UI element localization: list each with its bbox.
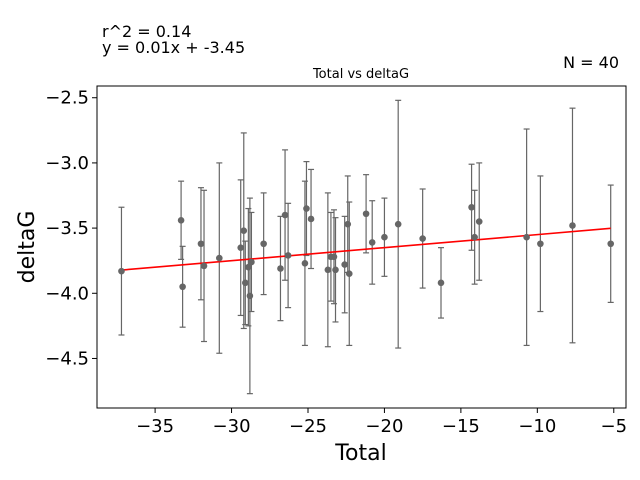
data-point	[240, 227, 248, 235]
x-tick-label: −10	[518, 416, 556, 437]
data-point	[368, 239, 376, 246]
data-point	[332, 266, 339, 274]
x-axis-label: Total	[334, 441, 386, 466]
chart-title: Total vs deltaG	[312, 67, 409, 82]
data-point	[569, 222, 576, 229]
data-point	[471, 233, 478, 241]
data-point	[277, 265, 284, 272]
data-point	[362, 210, 370, 218]
data-point	[381, 233, 388, 241]
data-point	[284, 252, 292, 259]
x-tick-label: −25	[289, 416, 327, 437]
data-point	[324, 266, 332, 274]
x-tick-label: −5	[600, 416, 627, 437]
x-tick-label: −30	[213, 416, 251, 437]
data-point	[307, 215, 315, 223]
data-point	[177, 216, 185, 224]
y-tick-label: −4.5	[45, 348, 89, 369]
data-point	[216, 254, 223, 262]
x-axis: −35 −30 −25 −20 −15 −10 −5	[136, 408, 627, 437]
y-tick-label: −3.5	[45, 218, 89, 239]
y-tick-label: −4.0	[45, 283, 89, 304]
data-point	[179, 283, 186, 291]
data-point	[197, 240, 205, 248]
fit-equation-annotation: y = 0.01x + -3.45	[102, 38, 245, 57]
data-point	[301, 259, 309, 267]
data-point	[260, 240, 267, 248]
data-point	[523, 233, 530, 241]
y-axis-label: deltaG	[15, 211, 40, 284]
x-tick-label: −15	[442, 416, 480, 437]
data-point	[468, 203, 475, 211]
r-squared-annotation: r^2 = 0.14	[102, 22, 191, 41]
x-tick-label: −35	[136, 416, 174, 437]
data-point	[341, 261, 348, 268]
data-point	[246, 292, 254, 300]
plot-frame	[96, 85, 627, 409]
data-point	[245, 263, 252, 271]
data-point	[437, 279, 445, 287]
data-point	[281, 211, 289, 219]
data-point	[118, 267, 125, 275]
y-tick-label: −3.0	[45, 153, 89, 174]
data-point	[330, 253, 338, 261]
data-point	[237, 244, 245, 251]
data-point	[345, 270, 353, 278]
data-point	[242, 279, 249, 287]
data-point	[200, 262, 208, 270]
plot-area	[118, 99, 615, 395]
data-point	[537, 240, 544, 248]
y-tick-label: −2.5	[45, 88, 89, 109]
data-point	[394, 220, 402, 228]
data-point	[607, 240, 615, 248]
sample-count-annotation: N = 40	[563, 53, 619, 72]
data-point	[303, 205, 310, 212]
y-axis: −2.5 −3.0 −3.5 −4.0 −4.5	[45, 88, 97, 369]
data-point	[475, 218, 483, 225]
data-point	[248, 258, 255, 266]
x-tick-label: −20	[365, 416, 403, 437]
data-point	[419, 235, 426, 242]
data-point	[344, 220, 352, 228]
